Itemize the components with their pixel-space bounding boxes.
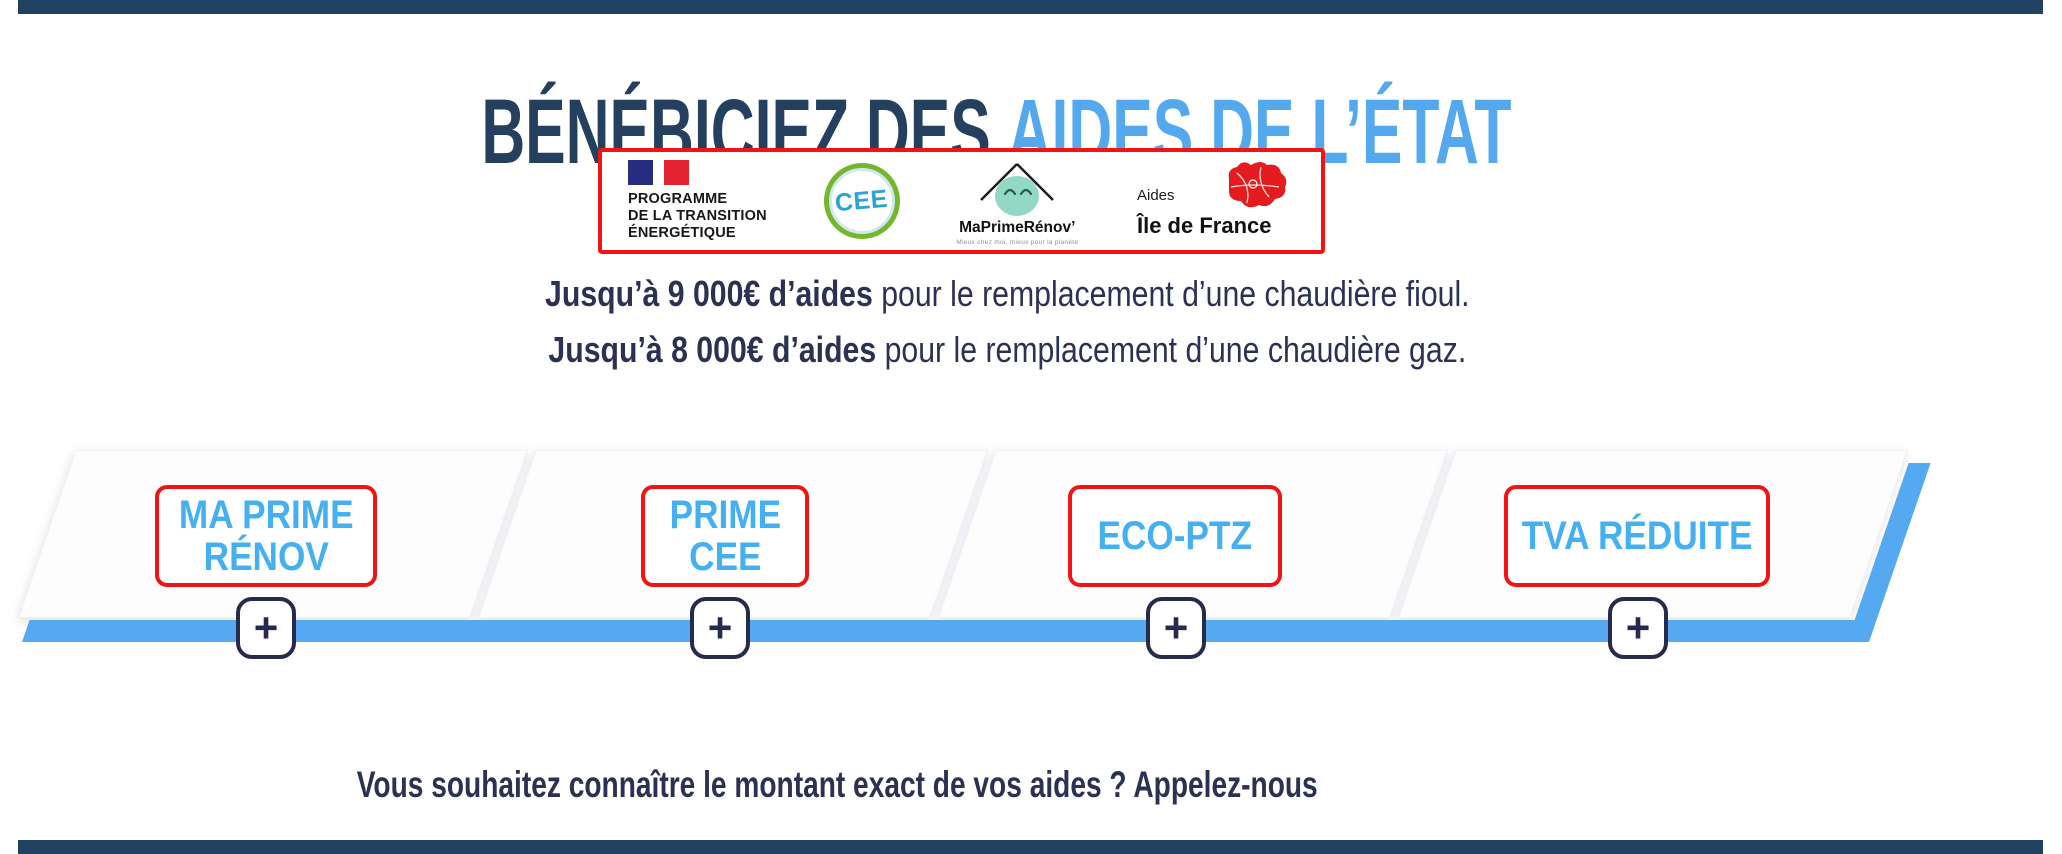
intro-line-fioul-amount: Jusqu’à 9 000€ d’aides	[544, 273, 873, 314]
timeline-blue-bar	[22, 620, 1858, 642]
aid-label-line: TVA RÉDUITE	[1521, 514, 1753, 558]
aid-box-tva-reduite[interactable]: TVA RÉDUITE	[1504, 485, 1770, 587]
maprimerenov-name: MaPrimeRénov’	[959, 219, 1076, 236]
bottom-border-bar	[18, 840, 2043, 854]
pte-line: ÉNERGÉTIQUE	[628, 225, 736, 241]
partner-logos-banner: PROGRAMME DE LA TRANSITION ÉNERGÉTIQUE C…	[598, 148, 1325, 254]
expand-tva-reduite-button[interactable]: +	[1608, 597, 1668, 659]
intro-line-gaz-rest: pour le remplacement d’une chaudière gaz…	[875, 329, 1466, 370]
aid-box-ma-prime-renov[interactable]: MA PRIME RÉNOV	[155, 485, 377, 587]
aid-label-line: MA PRIME	[178, 493, 354, 537]
cta-text-content: Vous souhaitez connaître le montant exac…	[356, 764, 1318, 805]
pte-line: DE LA TRANSITION	[628, 208, 767, 224]
aid-box-prime-cee[interactable]: PRIME CEE	[641, 485, 809, 587]
expand-ma-prime-renov-button[interactable]: +	[236, 597, 296, 659]
intro-line-fioul-rest: pour le remplacement d’une chaudière fio…	[872, 273, 1470, 314]
top-border-bar	[18, 0, 2043, 14]
cee-label: CEE	[833, 184, 890, 217]
expand-prime-cee-button[interactable]: +	[690, 597, 750, 659]
intro-line-gaz-amount: Jusqu’à 8 000€ d’aides	[548, 329, 876, 370]
expand-eco-ptz-button[interactable]: +	[1146, 597, 1206, 659]
idf-name-label: Île de France	[1136, 213, 1272, 238]
aid-box-eco-ptz[interactable]: ECO-PTZ	[1068, 485, 1282, 587]
aid-label-line: CEE	[688, 535, 762, 579]
intro-line-fioul: Jusqu’à 9 000€ d’aides pour le remplacem…	[0, 274, 2014, 314]
aid-label-line: PRIME	[669, 493, 781, 537]
page-title: BÉNÉBICIEZ DES AIDES DE L’ÉTAT	[0, 80, 1992, 184]
french-flag-icon	[628, 160, 767, 185]
cee-badge-icon: CEE	[823, 163, 900, 239]
aid-label-line: ECO-PTZ	[1097, 514, 1253, 558]
maprimerenov-tagline: Mieux chez moi, mieux pour la planète	[956, 239, 1079, 246]
maprimerenov-house-icon	[980, 163, 1055, 216]
intro-line-gaz: Jusqu’à 8 000€ d’aides pour le remplacem…	[0, 330, 2014, 370]
cta-text: Vous souhaitez connaître le montant exac…	[0, 764, 1674, 806]
pte-line: PROGRAMME	[628, 191, 728, 207]
idf-aides-label: Aides	[1136, 187, 1175, 204]
ile-de-france-map-icon	[1228, 162, 1287, 208]
aid-label-line: RÉNOV	[203, 535, 329, 579]
logo-maprimerenov: MaPrimeRénov’ Mieux chez moi, mieux pour…	[956, 160, 1078, 246]
logo-programme-transition-energetique: PROGRAMME DE LA TRANSITION ÉNERGÉTIQUE	[628, 160, 767, 242]
logo-aides-ile-de-france: Aides Île de France	[1135, 159, 1295, 243]
